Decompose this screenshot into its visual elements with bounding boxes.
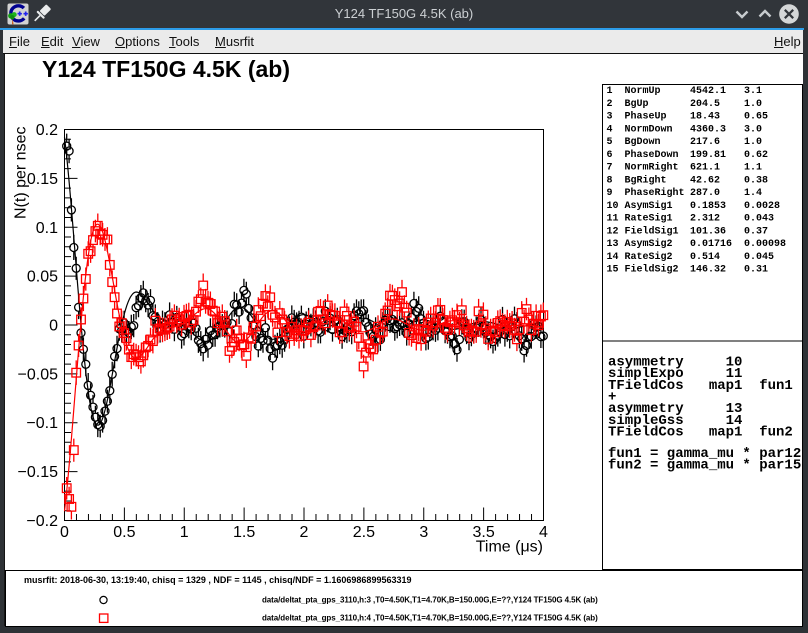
svg-text:0: 0 (60, 524, 69, 541)
svg-text:42.62: 42.62 (690, 175, 720, 186)
svg-text:1.1: 1.1 (744, 163, 762, 174)
svg-text:fun2 = gamma_mu * par15: fun2 = gamma_mu * par15 (608, 457, 801, 473)
svg-text:12: 12 (607, 226, 619, 237)
svg-text:Time (μs): Time (μs) (476, 539, 543, 556)
svg-text:0.2: 0.2 (36, 122, 58, 139)
svg-text:NormRight: NormRight (625, 162, 679, 174)
svg-text:1.4: 1.4 (744, 188, 762, 199)
svg-text:7: 7 (607, 163, 613, 174)
svg-text:0.05: 0.05 (27, 269, 58, 286)
svg-text:11: 11 (607, 214, 619, 225)
svg-text:NormDown: NormDown (625, 124, 673, 135)
svg-text:simpleGss 14: simpleGss 14 (608, 413, 742, 429)
svg-text:146.32: 146.32 (690, 265, 726, 276)
svg-text:asymmetry 13: asymmetry 13 (608, 401, 742, 417)
svg-text:AsymSig2: AsymSig2 (625, 238, 673, 250)
svg-text:NormUp: NormUp (625, 86, 661, 97)
svg-text:10: 10 (607, 201, 619, 212)
svg-text:simplExpo 11: simplExpo 11 (608, 366, 742, 382)
svg-text:3: 3 (419, 524, 428, 541)
svg-text:204.5: 204.5 (690, 99, 720, 110)
svg-text:−0.05: −0.05 (18, 366, 59, 383)
svg-text:PhaseDown: PhaseDown (625, 149, 679, 161)
svg-text:0.514: 0.514 (690, 252, 720, 263)
svg-text:18.43: 18.43 (690, 112, 720, 123)
svg-text:0.1: 0.1 (36, 220, 58, 237)
svg-text:217.6: 217.6 (690, 137, 720, 148)
svg-text:3.0: 3.0 (744, 124, 762, 135)
svg-text:BgUp: BgUp (625, 99, 649, 110)
svg-text:FieldSig1: FieldSig1 (625, 225, 679, 237)
svg-text:0.38: 0.38 (744, 175, 768, 186)
svg-text:2: 2 (300, 524, 309, 541)
svg-text:4360.3: 4360.3 (690, 124, 726, 135)
svg-text:data/deltat_pta_gps_3110,h:3 ,: data/deltat_pta_gps_3110,h:3 ,T0=4.50K,T… (262, 596, 598, 605)
svg-text:FieldSig2: FieldSig2 (625, 264, 679, 276)
svg-text:13: 13 (607, 239, 619, 250)
svg-text:AsymSig1: AsymSig1 (625, 200, 673, 212)
svg-text:0.00098: 0.00098 (744, 239, 786, 250)
svg-text:N(t) per nsec: N(t) per nsec (13, 127, 30, 219)
svg-text:3.1: 3.1 (744, 86, 762, 97)
svg-text:5: 5 (607, 137, 613, 148)
svg-text:BgDown: BgDown (625, 137, 661, 148)
svg-text:RateSig2: RateSig2 (625, 251, 673, 263)
svg-text:14: 14 (607, 252, 619, 263)
svg-text:287.0: 287.0 (690, 188, 720, 199)
svg-text:2.5: 2.5 (353, 524, 375, 541)
svg-text:3.5: 3.5 (472, 524, 494, 541)
svg-text:TFieldCos map1 fun1: TFieldCos map1 fun1 (608, 378, 793, 394)
svg-text:TFieldCos map1 fun2: TFieldCos map1 fun2 (608, 424, 793, 440)
svg-text:0.0028: 0.0028 (744, 201, 780, 212)
svg-text:fun1 = gamma_mu * par12: fun1 = gamma_mu * par12 (608, 446, 801, 462)
svg-text:1: 1 (180, 524, 189, 541)
svg-text:0.045: 0.045 (744, 252, 774, 263)
svg-text:PhaseUp: PhaseUp (625, 111, 667, 123)
svg-text:asymmetry 10: asymmetry 10 (608, 355, 742, 371)
svg-text:0.1853: 0.1853 (690, 201, 726, 212)
svg-text:1.0: 1.0 (744, 137, 762, 148)
svg-text:0.65: 0.65 (744, 112, 768, 123)
svg-text:0.01716: 0.01716 (690, 239, 732, 250)
svg-text:0.31: 0.31 (744, 265, 768, 276)
svg-text:0.37: 0.37 (744, 226, 768, 237)
svg-text:0: 0 (49, 318, 58, 335)
svg-text:data/deltat_pta_gps_3110,h:4 ,: data/deltat_pta_gps_3110,h:4 ,T0=4.50K,T… (262, 614, 598, 623)
svg-text:PhaseRight: PhaseRight (625, 187, 685, 199)
svg-text:RateSig1: RateSig1 (625, 213, 673, 225)
svg-text:+: + (608, 390, 616, 406)
svg-text:621.1: 621.1 (690, 163, 720, 174)
svg-text:101.36: 101.36 (690, 226, 726, 237)
svg-text:1: 1 (607, 86, 613, 97)
svg-text:4: 4 (539, 524, 548, 541)
svg-text:−0.2: −0.2 (26, 513, 58, 530)
svg-text:199.81: 199.81 (690, 150, 726, 161)
svg-text:1.5: 1.5 (233, 524, 255, 541)
svg-text:0.62: 0.62 (744, 150, 768, 161)
svg-text:0.043: 0.043 (744, 214, 774, 225)
svg-text:6: 6 (607, 150, 613, 161)
svg-text:BgRight: BgRight (625, 174, 667, 186)
svg-text:3: 3 (607, 112, 613, 123)
svg-text:musrfit: 2018-06-30, 13:19:40,: musrfit: 2018-06-30, 13:19:40, chisq = 1… (24, 575, 411, 585)
svg-text:2.312: 2.312 (690, 214, 720, 225)
svg-text:0.5: 0.5 (113, 524, 135, 541)
svg-text:−0.15: −0.15 (18, 464, 59, 481)
svg-text:Y124 TF150G 4.5K (ab): Y124 TF150G 4.5K (ab) (42, 56, 290, 82)
svg-text:9: 9 (607, 188, 613, 199)
svg-text:8: 8 (607, 175, 613, 186)
svg-text:4: 4 (607, 124, 613, 135)
svg-text:4542.1: 4542.1 (690, 86, 726, 97)
svg-text:15: 15 (607, 265, 619, 276)
svg-text:2: 2 (607, 99, 613, 110)
svg-text:1.0: 1.0 (744, 99, 762, 110)
svg-text:−0.1: −0.1 (26, 415, 58, 432)
svg-text:0.15: 0.15 (27, 171, 58, 188)
